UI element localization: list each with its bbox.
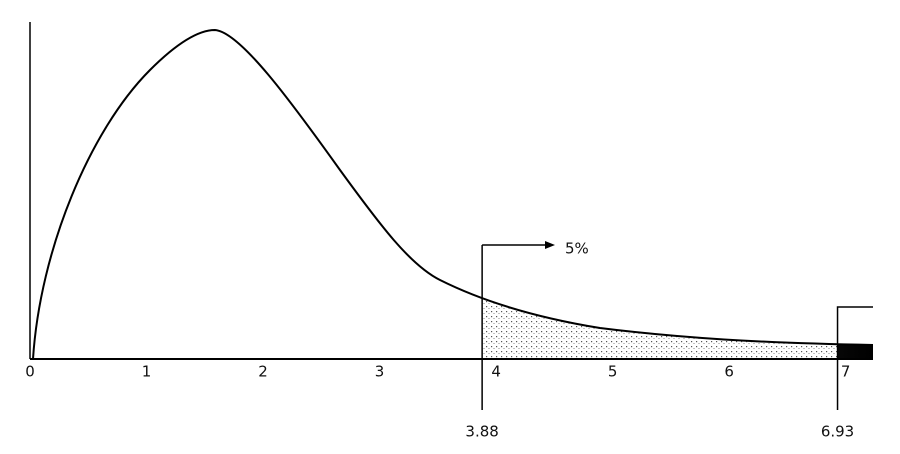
tail-shading [482, 298, 873, 359]
x-tick-label: 7 [841, 363, 851, 381]
x-tick-label: 5 [608, 363, 618, 381]
x-tick-label: 6 [724, 363, 734, 381]
tail-shading-dark [837, 344, 873, 359]
tail-area-label: 5% [565, 240, 589, 258]
critical-value-label: 6.93 [821, 423, 854, 441]
x-tick-label: 2 [258, 363, 268, 381]
critical-line [836, 306, 873, 410]
x-tick-label: 0 [25, 363, 35, 381]
arrow-head [545, 241, 555, 249]
density-curve [32, 28, 874, 360]
critical-value-label: 3.88 [465, 423, 498, 441]
x-tick-label: 3 [375, 363, 385, 381]
x-tick-label: 4 [491, 363, 501, 381]
x-tick-label: 1 [142, 363, 152, 381]
